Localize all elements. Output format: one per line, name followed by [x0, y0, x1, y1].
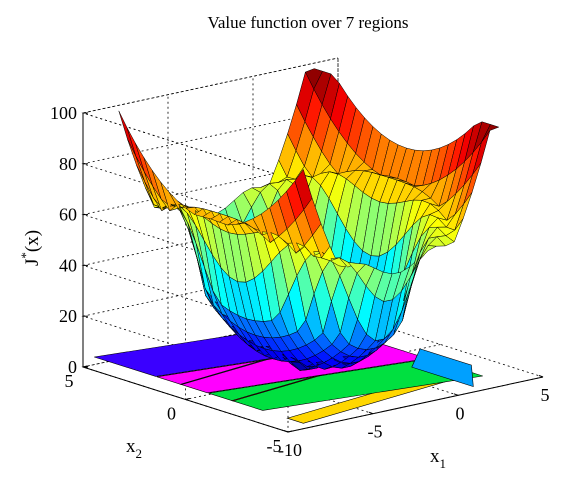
- y-tick-label: 5: [65, 371, 74, 391]
- chart-title: Value function over 7 regions: [207, 13, 408, 32]
- z-axis-label: J*(x): [18, 230, 43, 266]
- y-tick-label: 0: [167, 404, 176, 424]
- z-tick-label: 20: [59, 306, 77, 326]
- surface: [118, 68, 500, 371]
- x-tick-label: 5: [541, 385, 550, 405]
- x-axis-line: [287, 376, 544, 433]
- y-tick: [287, 430, 293, 433]
- y-tick-label: -5: [267, 436, 282, 456]
- surface-patch: [126, 127, 145, 173]
- region-polygon: [411, 348, 474, 388]
- x-tick: [538, 375, 544, 378]
- surface-patch: [118, 110, 137, 157]
- z-tick-label: 0: [68, 357, 77, 377]
- surface-patch: [481, 124, 500, 143]
- z-tick-label: 40: [59, 255, 77, 275]
- x-axis-label: x1: [430, 446, 446, 471]
- x-tick: [453, 393, 459, 396]
- x-tick: [368, 411, 374, 415]
- x-tick-label: 0: [456, 403, 465, 423]
- top-frame: [82, 112, 289, 179]
- y-tick: [185, 398, 190, 400]
- x-tick-label: -5: [368, 422, 383, 442]
- axes: [82, 112, 544, 433]
- x-tick-label: -10: [278, 440, 302, 460]
- x-tick: [283, 430, 289, 433]
- z-tick-label: 80: [59, 154, 77, 174]
- z-tick-label: 60: [59, 205, 77, 225]
- z-tick-label: 100: [50, 103, 77, 123]
- y-axis-label: x2: [126, 436, 142, 461]
